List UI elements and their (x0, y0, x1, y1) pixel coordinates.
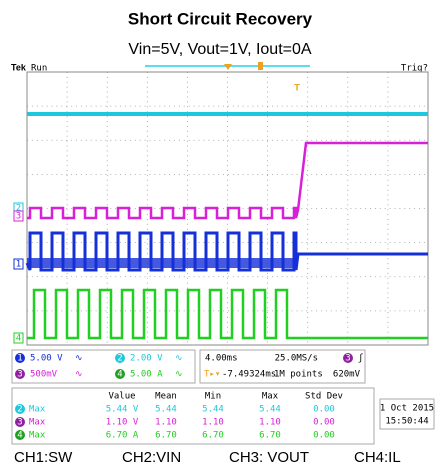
measurement-cell: 0.00 (313, 405, 335, 415)
graticule (27, 72, 428, 345)
measurement-box (11, 387, 375, 445)
channel-badge (15, 404, 25, 414)
channel-scale: 5.00 V (30, 354, 63, 364)
measurement-cell: 5.44 (202, 405, 224, 415)
measurement-header: Max (262, 392, 279, 402)
measurement-cell: 5.44 (155, 405, 177, 415)
channel-badge (15, 369, 25, 379)
ch1-noise (27, 258, 297, 268)
trigger-position (224, 64, 232, 70)
measurement-type: Max (29, 418, 46, 428)
measurement-cell: 1.10 (155, 418, 177, 428)
channel-scale: 2.00 V (130, 354, 163, 364)
title: Short Circuit Recovery (128, 9, 313, 28)
trigger-marker: T (294, 82, 300, 92)
measurement-type: Max (29, 405, 46, 415)
channel-id: 1 (17, 354, 22, 364)
channel-badge (15, 417, 25, 427)
channel-id: 4 (117, 370, 122, 380)
graticule-border (26, 71, 429, 346)
channel-marker-label: 1 (16, 260, 21, 270)
measurement-cell: 6.70 (155, 431, 177, 441)
measurement-cell: 0.00 (313, 431, 335, 441)
measurement-cell: 1.10 (202, 418, 224, 428)
trigger-slope: ʃ (358, 354, 363, 364)
channel-badge (15, 353, 25, 363)
measurement-cell: 5.44 V (106, 405, 139, 415)
measurement-header: Mean (155, 392, 177, 402)
trigger-status: Trig? (401, 64, 428, 74)
footer-label: CH4:IL (354, 449, 401, 466)
waveforms: 1 23 4 (13, 112, 428, 344)
measurement-type: Max (29, 431, 46, 441)
measurement-header: Std Dev (305, 392, 343, 402)
trigger-channel: 3 (345, 354, 350, 364)
brand: Tek (11, 62, 27, 72)
ch4-trace (27, 288, 428, 340)
measurement-cell: 6.70 A (106, 431, 139, 441)
bandwidth-icon: ∿ (175, 370, 183, 380)
measurement-header: Min (205, 392, 221, 402)
channel-marker-label: 3 (16, 212, 21, 222)
timebase-box (199, 349, 366, 384)
channel-badge (115, 369, 125, 379)
channel-scale: 500mV (30, 370, 58, 380)
trigger-level: 620mV (333, 370, 361, 380)
date: 1 Oct 2015 (380, 404, 434, 414)
channel-marker-label: 2 (16, 204, 21, 214)
time: 15:50:44 (385, 417, 428, 427)
measurement-channel: 3 (17, 418, 22, 428)
channel-marker (13, 332, 24, 344)
channel-scale: 5.00 A (130, 370, 163, 380)
measurement-cell: 1.10 (259, 418, 281, 428)
channel-box (11, 349, 196, 384)
date-box (379, 398, 435, 430)
ch3-trace (27, 141, 428, 220)
record-length: 1M points (274, 370, 323, 380)
time-position: -7.49324ms (222, 370, 276, 380)
measurement-cell: 6.70 (202, 431, 224, 441)
footer-label: CH3: VOUT (229, 449, 309, 466)
time-scale: 4.00ms (205, 354, 238, 364)
measurement-channel: 4 (17, 431, 22, 441)
measurement-cell: 0.00 (313, 418, 335, 428)
channel-badge (115, 353, 125, 363)
sample-rate: 25.0MS/s (275, 354, 318, 364)
channel-marker-label: 4 (16, 334, 21, 344)
record-window (258, 62, 263, 70)
measurement-table: Value Mean Min Max Std Dev 2 Max 5.44 V 5.44 5.44… (15, 392, 343, 441)
run-status: Run (31, 64, 47, 74)
footer-label: CH1:SW (14, 449, 73, 466)
channel-marker (13, 258, 24, 270)
channel-marker (13, 210, 24, 222)
channel-info: 1 5.00 V ∿ 2 2.00 V ∿ 3 500mV ∿ 4 5.00 A ∿ (15, 353, 183, 380)
channel-id: 2 (117, 354, 122, 364)
measurement-channel: 2 (17, 405, 22, 415)
measurement-cell: 1.10 V (106, 418, 139, 428)
ch1-trace (25, 231, 428, 272)
measurement-header: Value (108, 392, 135, 402)
bandwidth-icon: ∿ (175, 354, 183, 364)
channel-id: 3 (17, 370, 22, 380)
bandwidth-icon: ∿ (75, 370, 83, 380)
trigger-channel-badge (343, 353, 353, 363)
bandwidth-icon: ∿ (75, 354, 83, 364)
subtitle: Vin=5V, Vout=1V, Iout=0A (128, 41, 311, 58)
position-icon: T▸▾ (204, 370, 220, 380)
measurement-cell: 5.44 (259, 405, 281, 415)
footer-label: CH2:VIN (122, 449, 181, 466)
measurement-cell: 6.70 (259, 431, 281, 441)
channel-badge (15, 430, 25, 440)
